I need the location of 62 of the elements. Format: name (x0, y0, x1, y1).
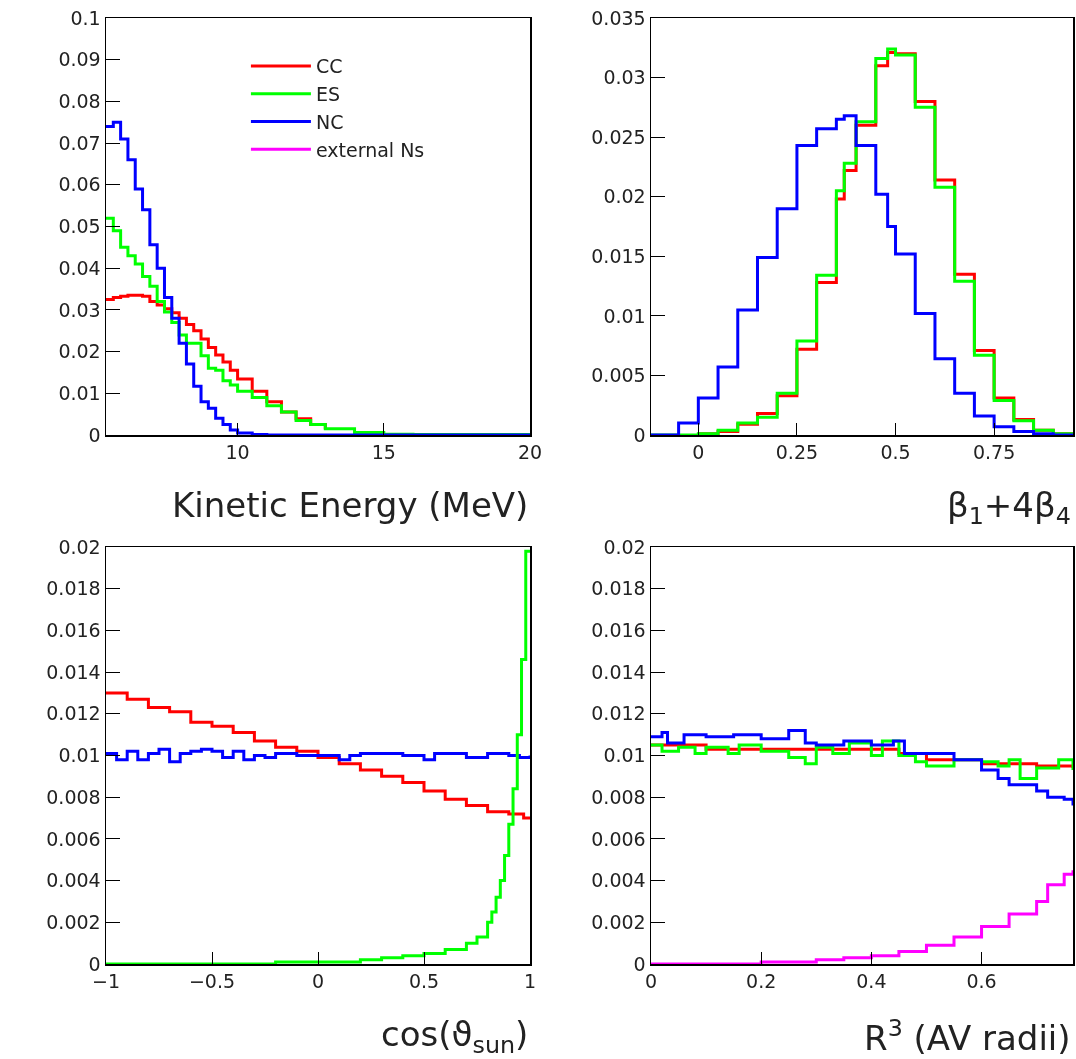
x-tick-label: 0.25 (775, 441, 819, 464)
x-tick-label: −0.5 (188, 970, 236, 993)
text: external Ns (315, 138, 425, 161)
y-tick-label: 0.04 (58, 256, 101, 279)
y-tick-label: 0.025 (591, 125, 646, 148)
x-axis-title: R$^{3}$ (AV radii) (864, 1014, 1071, 1059)
y-tick-label: 0.002 (46, 910, 101, 933)
y-tick-label: 0.09 (58, 48, 101, 71)
x-tick-label: 0.5 (880, 441, 911, 464)
y-tick-label: 0.02 (58, 340, 101, 363)
y-tick-label: 0 (633, 423, 646, 446)
y-tick-label: 0.05 (58, 215, 101, 238)
y-tick-label: 0.02 (603, 185, 646, 208)
x-tick-label: 0.5 (408, 970, 440, 993)
y-tick-label: 0.006 (46, 827, 101, 850)
y-tick-label: 0 (633, 952, 646, 975)
x-axis-title: cos(ϑ$_{sun}$) (381, 1014, 529, 1059)
y-tick-label: 0.016 (46, 619, 101, 642)
y-tick-label: 0.008 (591, 785, 646, 808)
y-tick-label: 0.016 (591, 619, 646, 642)
y-tick-label: 0.015 (591, 244, 646, 267)
y-tick-label: 0.004 (46, 869, 101, 892)
y-tick-label: 0.008 (46, 785, 101, 808)
x-axis-title: Kinetic Energy (MeV) (172, 485, 529, 525)
legend-label: NC (315, 110, 344, 133)
y-tick-label: 0.07 (58, 131, 101, 154)
y-tick-label: 0.02 (58, 535, 101, 558)
y-tick-label: 0.004 (591, 869, 646, 892)
y-tick-label: 0.08 (58, 90, 101, 113)
y-tick-label: 0 (88, 423, 101, 446)
x-tick-label: 1 (523, 970, 537, 993)
y-tick-label: 0.014 (46, 660, 101, 683)
y-tick-label: 0.06 (58, 173, 101, 196)
y-tick-label: 0.01 (603, 304, 646, 327)
y-tick-label: 0.014 (591, 660, 646, 683)
y-tick-label: 0.012 (46, 702, 101, 725)
y-tick-label: 0.03 (58, 298, 101, 321)
x-axis-title: β$_{1}$+4β$_{4}$ (947, 485, 1071, 531)
legend-label: CC (315, 55, 343, 78)
x-tick-label: 0.2 (746, 970, 777, 993)
y-tick-label: 0.01 (58, 744, 101, 767)
y-tick-label: 0.012 (591, 702, 646, 725)
x-tick-label: 15 (371, 441, 396, 464)
x-tick-label: 0 (311, 970, 325, 993)
legend-label: ES (315, 83, 340, 106)
x-tick-label: 0 (692, 441, 705, 464)
y-tick-label: 0.01 (58, 381, 101, 404)
x-tick-label: 0.75 (972, 441, 1016, 464)
x-tick-label: 0.6 (966, 970, 997, 993)
x-tick-label: 0.4 (856, 970, 887, 993)
y-tick-label: 0.1 (70, 6, 101, 29)
y-tick-label: 0.002 (591, 910, 646, 933)
y-tick-label: 0.01 (603, 744, 646, 767)
y-tick-label: 0.006 (591, 827, 646, 850)
y-tick-label: 0.035 (591, 6, 646, 29)
y-tick-label: 0.02 (603, 535, 646, 558)
y-tick-label: 0.018 (591, 577, 646, 600)
y-tick-label: 0.005 (591, 364, 646, 387)
y-tick-label: 0.018 (46, 577, 101, 600)
x-tick-label: 10 (225, 441, 250, 464)
x-tick-label: 20 (517, 441, 543, 464)
y-tick-label: 0.03 (603, 66, 646, 89)
